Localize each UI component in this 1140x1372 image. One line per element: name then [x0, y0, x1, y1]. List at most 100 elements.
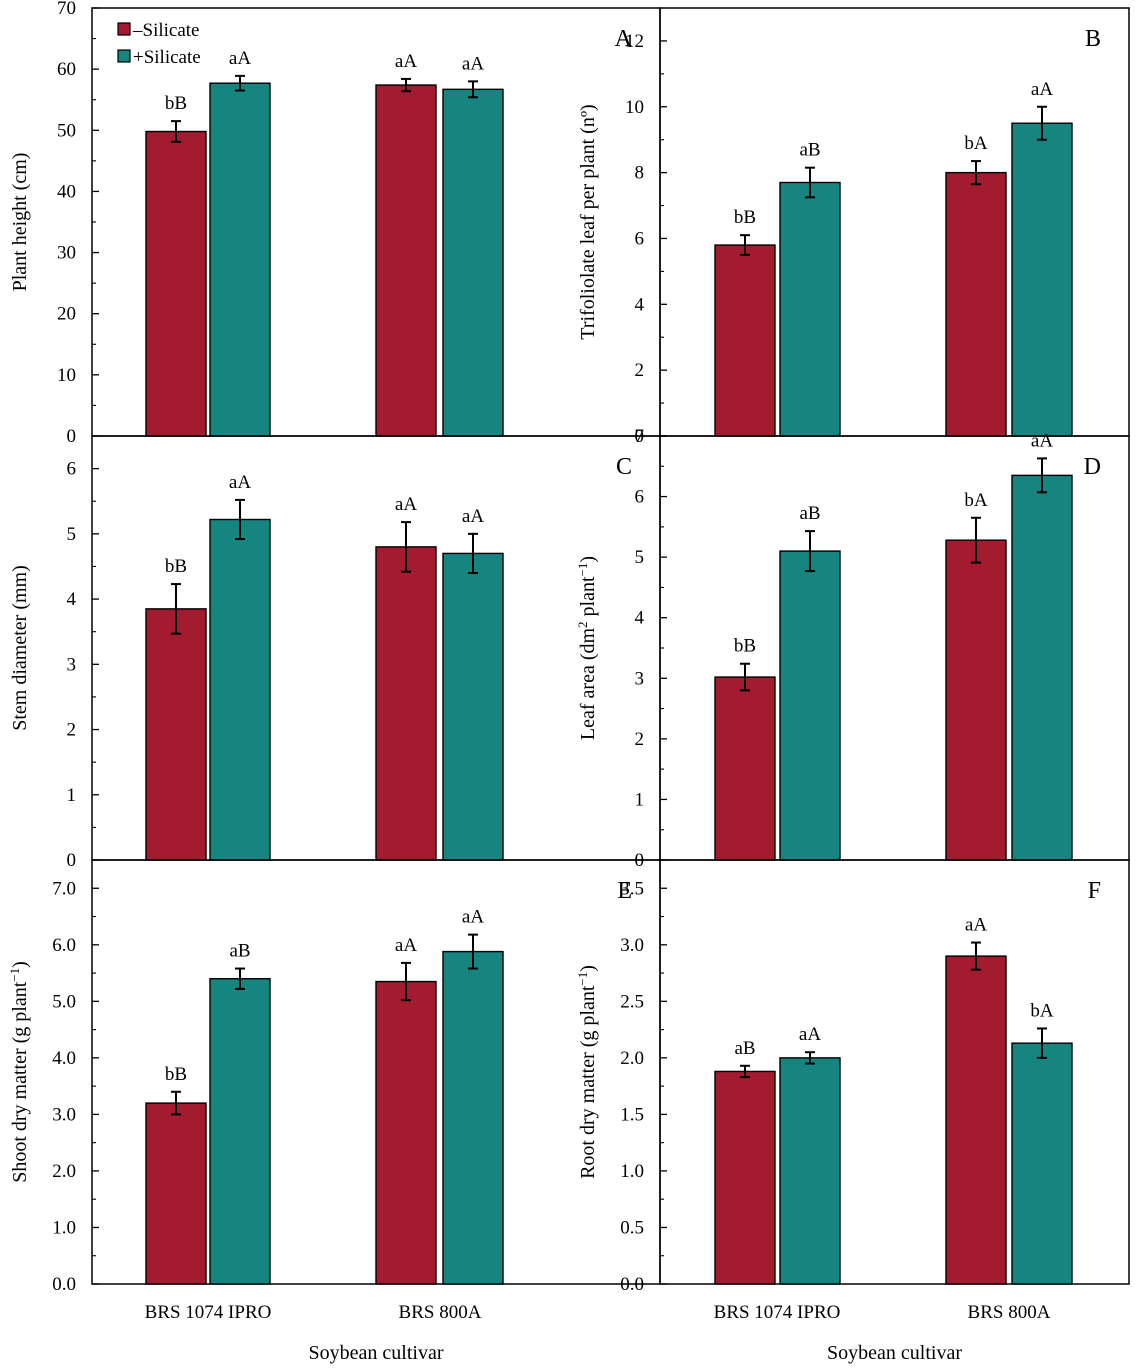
- y-tick-label: 1.5: [620, 1104, 644, 1125]
- y-tick-label: 3.0: [52, 1104, 76, 1125]
- y-tick-label: 60: [57, 59, 76, 80]
- y-tick-label: 2: [635, 729, 645, 750]
- bar: [945, 171, 1007, 437]
- panel-letter: E: [617, 878, 632, 904]
- significance-label: bB: [165, 556, 187, 577]
- y-tick-label: 0: [67, 850, 77, 871]
- y-tick-label: 3.5: [620, 878, 644, 899]
- y-tick-label: 0: [67, 426, 77, 447]
- bar: [779, 550, 841, 861]
- y-tick-label: 4.0: [52, 1048, 76, 1069]
- bar: [1011, 474, 1073, 861]
- significance-label: aA: [395, 494, 417, 515]
- y-tick-label: 2: [67, 720, 77, 741]
- significance-label: aB: [799, 503, 820, 524]
- y-tick-label: 0.0: [620, 1274, 644, 1295]
- x-category-label: BRS 800A: [968, 1302, 1051, 1323]
- y-tick-label: 4: [635, 608, 645, 629]
- y-tick-label: 1: [635, 789, 645, 810]
- significance-label: aB: [229, 941, 250, 962]
- y-axis-title: Trifoliolate leaf per plant (nº): [577, 104, 599, 339]
- significance-label: bA: [1030, 1000, 1054, 1021]
- x-category-label: BRS 1074 IPRO: [714, 1302, 841, 1323]
- y-tick-label: 1: [67, 785, 77, 806]
- legend-swatch-plus: [117, 49, 131, 63]
- y-tick-label: 5.0: [52, 991, 76, 1012]
- significance-label: aB: [799, 140, 820, 161]
- panel-letter: A: [615, 26, 633, 52]
- y-axis-title: Shoot dry matter (g plant−1): [7, 961, 32, 1183]
- x-category-label: BRS 1074 IPRO: [145, 1302, 272, 1323]
- y-axis-title: Leaf area (dm2 plant−1): [575, 556, 600, 740]
- significance-label: aA: [462, 53, 484, 74]
- y-tick-label: 5: [635, 547, 645, 568]
- y-tick-label: 50: [57, 120, 76, 141]
- significance-label: bA: [964, 133, 988, 154]
- bar: [714, 676, 776, 861]
- panel-letter: D: [1084, 454, 1101, 480]
- y-tick-label: 1.0: [52, 1217, 76, 1238]
- panel-e: 0.0 1.0 2.0 3.0 4.0 5.0 6.0 7.0 Shoot dry matter…: [7, 859, 661, 1364]
- significance-label: aB: [734, 1038, 755, 1059]
- bar: [779, 181, 841, 437]
- y-tick-label: 2.0: [620, 1048, 644, 1069]
- y-tick-label: 2: [635, 360, 645, 381]
- significance-label: bB: [165, 1064, 187, 1085]
- y-tick-label: 6.0: [52, 935, 76, 956]
- bar: [145, 130, 207, 437]
- legend-label-plus: +Silicate: [133, 47, 201, 68]
- significance-label: aA: [799, 1024, 821, 1045]
- significance-label: aA: [462, 907, 484, 928]
- y-tick-label: 4: [635, 294, 645, 315]
- y-tick-label: 6: [635, 487, 645, 508]
- y-tick-label: 0.5: [620, 1217, 644, 1238]
- significance-label: aA: [462, 506, 484, 527]
- x-axis-title: Soybean cultivar: [827, 1342, 962, 1364]
- significance-label: bA: [964, 490, 988, 511]
- y-tick-label: 1.0: [620, 1161, 644, 1182]
- bar: [442, 88, 504, 437]
- legend: –Silicate +Silicate: [117, 20, 201, 68]
- bar: [375, 980, 437, 1285]
- panel-f: 0.0 0.5 1.0 1.5 2.0 2.5 3.0 3.5 Root dry matter …: [575, 859, 1130, 1364]
- bar: [442, 950, 504, 1285]
- y-tick-label: 70: [57, 0, 76, 19]
- y-tick-label: 30: [57, 243, 76, 264]
- bar: [442, 552, 504, 861]
- x-category-label: BRS 800A: [399, 1302, 482, 1323]
- y-tick-label: 7.0: [52, 878, 76, 899]
- y-tick-label: 3.0: [620, 935, 644, 956]
- x-axis-title: Soybean cultivar: [309, 1342, 444, 1364]
- significance-label: bB: [165, 93, 187, 114]
- bar: [209, 518, 271, 861]
- panel-letter: C: [616, 454, 632, 480]
- significance-label: bB: [734, 636, 756, 657]
- significance-label: aA: [229, 472, 251, 493]
- significance-label: aA: [395, 51, 417, 72]
- bar: [209, 82, 271, 437]
- bar: [375, 546, 437, 861]
- significance-label: aA: [965, 915, 987, 936]
- bar: [945, 539, 1007, 861]
- legend-label-minus: –Silicate: [132, 20, 199, 41]
- y-axis-title: Plant height (cm): [9, 153, 31, 292]
- bar: [714, 1070, 776, 1285]
- y-tick-label: 40: [57, 181, 76, 202]
- y-tick-label: 3: [67, 654, 77, 675]
- significance-label: aA: [1031, 79, 1053, 100]
- significance-label: aA: [395, 935, 417, 956]
- y-tick-label: 20: [57, 304, 76, 325]
- bar: [714, 244, 776, 437]
- y-tick-label: 4: [67, 589, 77, 610]
- bar: [375, 84, 437, 437]
- y-tick-label: 6: [635, 228, 645, 249]
- bar: [1011, 1042, 1073, 1285]
- bar: [145, 1102, 207, 1285]
- y-tick-label: 10: [625, 97, 644, 118]
- y-tick-label: 8: [635, 163, 645, 184]
- bar: [1011, 122, 1073, 437]
- y-tick-label: 0.0: [52, 1274, 76, 1295]
